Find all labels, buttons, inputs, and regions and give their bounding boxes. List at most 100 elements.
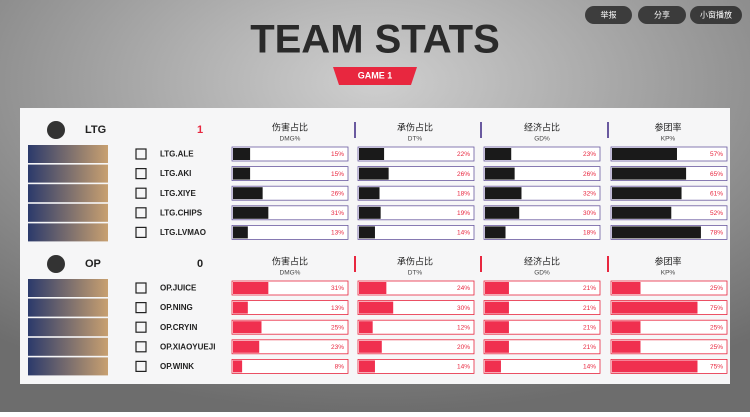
control-label[interactable]: 举报 xyxy=(601,10,617,20)
player-portrait xyxy=(28,184,108,203)
column-subheader: GD% xyxy=(534,270,550,277)
column-header: 承伤占比 xyxy=(397,255,433,266)
stat-label: 24% xyxy=(457,285,470,292)
control-label[interactable]: 小窗播放 xyxy=(700,10,732,20)
stat-bar xyxy=(233,167,251,180)
stat-label: 31% xyxy=(331,285,344,292)
stat-box xyxy=(483,358,601,374)
stat-label: 14% xyxy=(583,364,596,371)
stat-bar xyxy=(233,301,248,314)
stat-label: 25% xyxy=(710,324,723,331)
stat-box xyxy=(231,300,349,316)
column-subheader: DT% xyxy=(408,270,423,277)
stat-label: 13% xyxy=(331,230,344,237)
column-subheader: GD% xyxy=(534,136,550,143)
team-score: 0 xyxy=(197,258,203,270)
title: TEAM STATS xyxy=(250,18,500,62)
player-name: OP.XIAOYUEJI xyxy=(160,342,215,351)
player-portrait xyxy=(28,223,108,242)
stat-box xyxy=(357,185,475,201)
role-icon xyxy=(135,226,147,238)
column-header: 经济占比 xyxy=(524,121,560,132)
stat-bar xyxy=(233,226,248,239)
role-icon xyxy=(135,341,147,353)
stat-bar xyxy=(612,321,641,334)
player-name: LTG.CHIPS xyxy=(160,208,203,217)
player-portrait xyxy=(28,203,108,222)
stat-box xyxy=(231,146,349,162)
stat-label: 57% xyxy=(710,151,723,158)
stat-label: 13% xyxy=(331,305,344,312)
stat-label: 14% xyxy=(457,230,470,237)
stat-box xyxy=(483,339,601,355)
stat-bar xyxy=(233,360,243,373)
stat-bar xyxy=(612,301,698,314)
stat-label: 26% xyxy=(583,171,596,178)
control-label[interactable]: 分享 xyxy=(654,10,670,20)
control-button[interactable] xyxy=(638,6,686,24)
stat-box xyxy=(357,319,475,335)
stat-box xyxy=(483,319,601,335)
role-icon xyxy=(135,302,147,314)
column-header: 伤害占比 xyxy=(272,255,308,266)
stat-bar xyxy=(612,167,687,180)
stat-bar xyxy=(359,301,394,314)
column-header: 参团率 xyxy=(654,255,681,266)
stat-bar xyxy=(359,167,389,180)
stat-label: 26% xyxy=(457,171,470,178)
role-icon xyxy=(135,148,147,160)
stat-bar xyxy=(612,187,682,200)
stat-label: 61% xyxy=(710,190,723,197)
column-subheader: KP% xyxy=(661,136,676,143)
stat-bar xyxy=(233,321,262,334)
control-button[interactable] xyxy=(690,6,742,24)
stat-bar xyxy=(233,187,263,200)
player-portrait xyxy=(28,337,108,356)
role-icon xyxy=(135,168,147,180)
player-name: OP.CRYIN xyxy=(160,323,198,332)
stat-bar xyxy=(359,282,387,294)
game-banner xyxy=(333,67,417,85)
stat-label: 8% xyxy=(335,364,345,371)
stat-bar xyxy=(359,321,373,334)
stat-label: 78% xyxy=(710,230,723,237)
control-button[interactable] xyxy=(585,6,632,24)
role-icon xyxy=(135,207,147,219)
stat-label: 32% xyxy=(583,190,596,197)
team-logo xyxy=(47,121,65,139)
stat-bar xyxy=(485,187,522,200)
stat-label: 18% xyxy=(583,230,596,237)
stat-label: 15% xyxy=(331,171,344,178)
stat-bar xyxy=(359,360,375,373)
player-portrait xyxy=(28,145,108,163)
column-subheader: KP% xyxy=(661,270,676,277)
team-name: OP xyxy=(85,258,101,270)
stat-bar xyxy=(612,360,698,373)
stat-label: 52% xyxy=(710,210,723,217)
stat-box xyxy=(483,146,601,162)
column-header: 伤害占比 xyxy=(272,121,308,132)
stat-label: 25% xyxy=(710,285,723,292)
stat-label: 14% xyxy=(457,364,470,371)
stat-bar xyxy=(612,226,701,239)
stat-box xyxy=(357,146,475,162)
stat-label: 21% xyxy=(583,305,596,312)
stat-label: 75% xyxy=(710,364,723,371)
stat-label: 23% xyxy=(331,344,344,351)
player-portrait xyxy=(28,164,108,183)
stat-box xyxy=(357,205,475,221)
stat-label: 30% xyxy=(583,210,596,217)
stat-box xyxy=(483,280,601,296)
stat-label: 15% xyxy=(331,151,344,158)
stat-bar xyxy=(233,148,251,160)
player-portrait xyxy=(28,357,108,376)
stat-bar xyxy=(359,148,385,160)
column-header: 参团率 xyxy=(654,121,681,132)
stat-bar xyxy=(233,340,260,353)
stat-box xyxy=(231,339,349,355)
player-name: LTG.XIYE xyxy=(160,189,197,198)
stat-box xyxy=(357,224,475,240)
role-icon xyxy=(135,282,147,294)
stat-bar xyxy=(612,340,641,353)
stat-box xyxy=(231,166,349,182)
